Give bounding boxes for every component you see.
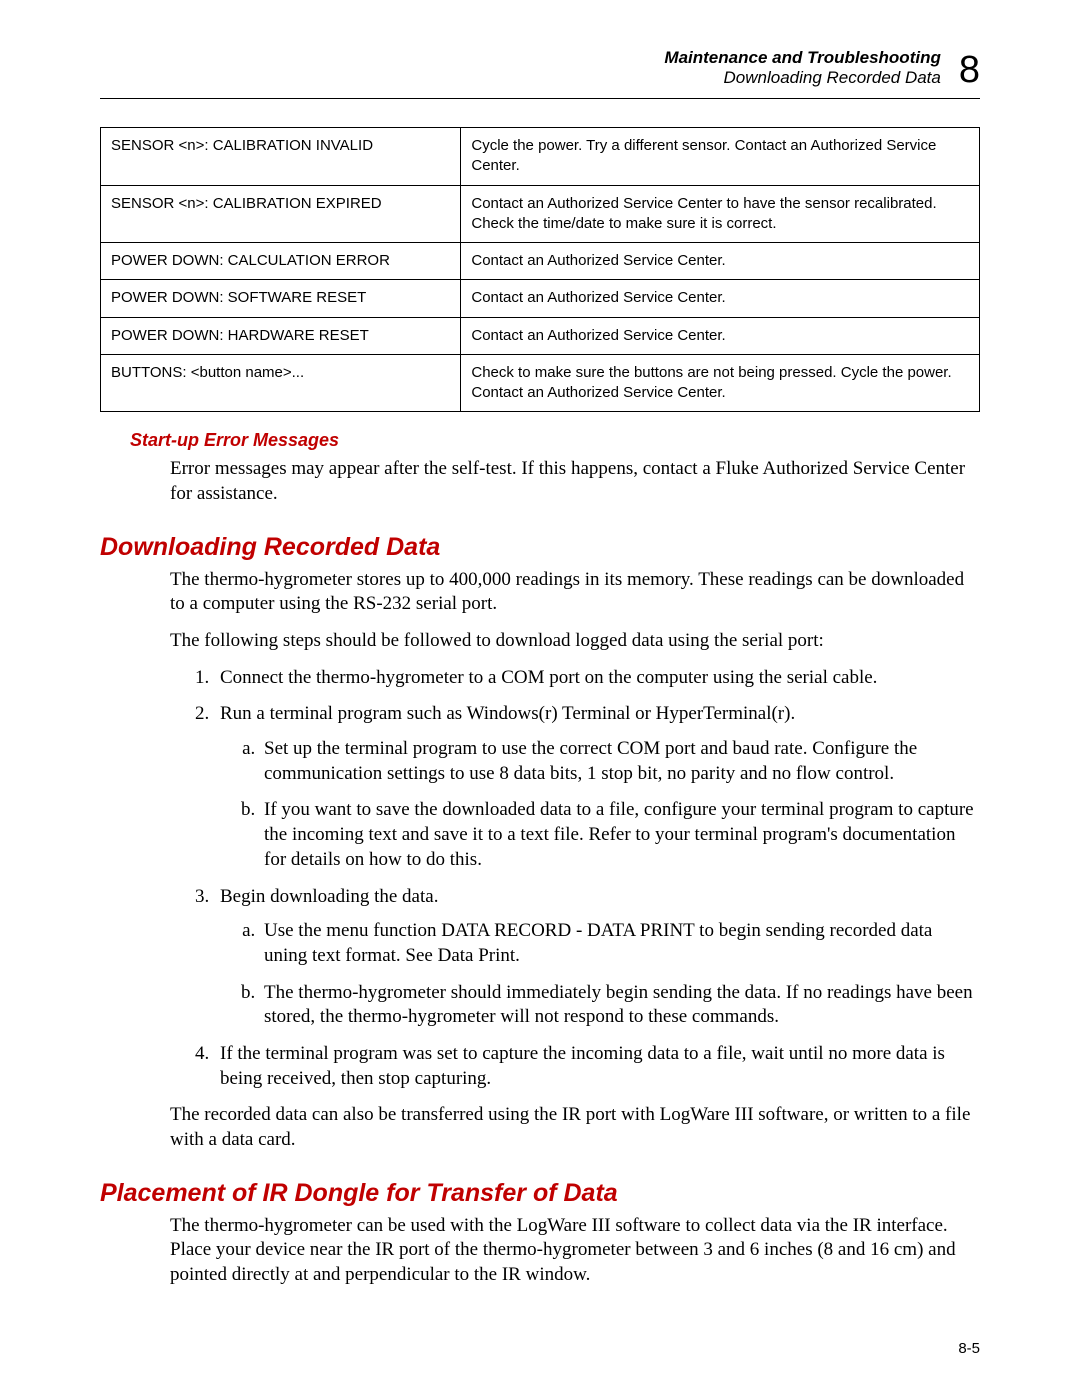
table-row: BUTTONS: <button name>... Check to make … [101, 354, 980, 412]
table-row: POWER DOWN: CALCULATION ERROR Contact an… [101, 243, 980, 280]
error-action: Contact an Authorized Service Center. [461, 317, 980, 354]
startup-errors-para: Error messages may appear after the self… [170, 457, 980, 506]
step-2-sub: Set up the terminal program to use the c… [220, 737, 980, 872]
step-2b: If you want to save the downloaded data … [260, 798, 980, 872]
step-2a: Set up the terminal program to use the c… [260, 737, 980, 786]
downloading-para-3: The recorded data can also be transferre… [170, 1103, 980, 1152]
error-action: Cycle the power. Try a different sensor.… [461, 128, 980, 186]
downloading-para-2: The following steps should be followed t… [170, 629, 980, 654]
step-3-text: Begin downloading the data. [220, 886, 438, 907]
ir-dongle-heading: Placement of IR Dongle for Transfer of D… [100, 1179, 980, 1208]
step-3-sub: Use the menu function DATA RECORD - DATA… [220, 919, 980, 1030]
error-code: BUTTONS: <button name>... [101, 354, 461, 412]
downloading-heading: Downloading Recorded Data [100, 533, 980, 562]
chapter-number: 8 [959, 51, 980, 89]
error-code: SENSOR <n>: CALIBRATION INVALID [101, 128, 461, 186]
table-row: SENSOR <n>: CALIBRATION INVALID Cycle th… [101, 128, 980, 186]
table-row: SENSOR <n>: CALIBRATION EXPIRED Contact … [101, 185, 980, 243]
table-row: POWER DOWN: HARDWARE RESET Contact an Au… [101, 317, 980, 354]
downloading-para-1: The thermo-hygrometer stores up to 400,0… [170, 568, 980, 617]
header-block: Maintenance and Troubleshooting Download… [100, 48, 980, 88]
header-text: Maintenance and Troubleshooting Download… [664, 48, 940, 88]
step-3b: The thermo-hygrometer should immediately… [260, 981, 980, 1030]
step-1: Connect the thermo-hygrometer to a COM p… [214, 666, 980, 691]
page-header: Maintenance and Troubleshooting Download… [100, 48, 980, 88]
error-code: POWER DOWN: CALCULATION ERROR [101, 243, 461, 280]
page: Maintenance and Troubleshooting Download… [0, 0, 1080, 1397]
error-code: POWER DOWN: HARDWARE RESET [101, 317, 461, 354]
header-title: Maintenance and Troubleshooting [664, 48, 940, 67]
error-table: SENSOR <n>: CALIBRATION INVALID Cycle th… [100, 127, 980, 412]
step-3: Begin downloading the data. Use the menu… [214, 885, 980, 1030]
step-3a: Use the menu function DATA RECORD - DATA… [260, 919, 980, 968]
error-code: SENSOR <n>: CALIBRATION EXPIRED [101, 185, 461, 243]
ir-dongle-para: The thermo-hygrometer can be used with t… [170, 1214, 980, 1288]
table-row: POWER DOWN: SOFTWARE RESET Contact an Au… [101, 280, 980, 317]
step-2-text: Run a terminal program such as Windows(r… [220, 703, 795, 724]
step-2: Run a terminal program such as Windows(r… [214, 702, 980, 872]
step-4: If the terminal program was set to captu… [214, 1042, 980, 1091]
error-action: Contact an Authorized Service Center. [461, 280, 980, 317]
header-subtitle: Downloading Recorded Data [664, 68, 940, 88]
error-action: Contact an Authorized Service Center to … [461, 185, 980, 243]
download-steps: Connect the thermo-hygrometer to a COM p… [170, 666, 980, 1092]
error-action: Contact an Authorized Service Center. [461, 243, 980, 280]
startup-errors-heading: Start-up Error Messages [130, 430, 980, 451]
error-code: POWER DOWN: SOFTWARE RESET [101, 280, 461, 317]
error-action: Check to make sure the buttons are not b… [461, 354, 980, 412]
page-number: 8-5 [958, 1340, 980, 1357]
header-rule [100, 98, 980, 99]
